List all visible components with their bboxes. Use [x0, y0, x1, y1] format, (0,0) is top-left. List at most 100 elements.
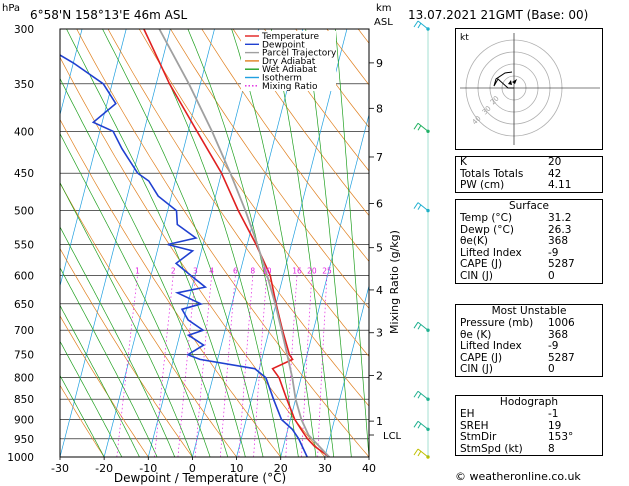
mixing-ratio-line — [285, 275, 298, 457]
wet-adiabat-line — [60, 266, 158, 457]
dry-adiabat-line — [107, 29, 369, 407]
table-row: Dewp (°C) 26.3 — [460, 223, 572, 236]
isotherm-line — [60, 29, 127, 288]
pressure-tick-label: 950 — [14, 434, 34, 446]
dry-adiabat-line — [138, 29, 369, 358]
isotherm-line — [236, 29, 348, 457]
table-row: PW (cm) 4.11 — [460, 179, 572, 192]
mixing-ratio-label: 16 — [292, 266, 302, 275]
wet-adiabat-line — [60, 340, 123, 457]
table-row: Totals Totals 42 — [460, 167, 562, 180]
wet-adiabat-line — [60, 181, 193, 457]
wind-barb — [413, 420, 430, 431]
mixing-ratio-label: 8 — [250, 266, 255, 275]
pressure-tick-label: 450 — [14, 168, 34, 180]
km-tick-label: 6 — [376, 197, 383, 210]
pressure-tick-label: 850 — [14, 394, 34, 406]
legend-label: Parcel Trajectory — [262, 49, 337, 59]
isotherm-line — [103, 29, 215, 457]
wind-barb — [413, 122, 430, 133]
pressure-tick-label: 900 — [14, 415, 34, 427]
table-row: Pressure (mb) 1006 — [460, 317, 575, 329]
mixing-ratio-label: 6 — [233, 266, 238, 275]
hodo-ring-label: 30 — [481, 104, 493, 116]
hodo-storm-marker — [512, 79, 517, 84]
credit-text: © weatheronline.co.uk — [455, 470, 581, 483]
wet-adiabat-line — [60, 374, 105, 457]
hodograph-panel: kt 20 30 40 — [455, 28, 603, 150]
wind-barb — [413, 390, 430, 401]
section-title: Hodograph — [499, 396, 559, 408]
legend-label: Isotherm — [262, 74, 302, 84]
mixing-ratio-label: 25 — [322, 266, 332, 275]
wet-adiabat-line — [270, 29, 335, 457]
table-row: θe (K) 368 — [460, 328, 569, 341]
asl-unit: ASL — [374, 17, 393, 28]
table-row: θe(K) 368 — [460, 235, 569, 248]
hodo-ring-label: 40 — [471, 114, 483, 126]
x-tick-label: 40 — [362, 462, 376, 475]
legend-label: Dewpoint — [262, 40, 305, 50]
mixing-ratio-axis-label: Mixing Ratio (g/kg) — [388, 230, 401, 334]
section-title: Most Unstable — [491, 305, 567, 317]
dry-adiabat-line — [170, 29, 369, 309]
dry-adiabat-line — [264, 29, 369, 172]
mixing-ratio-label: 4 — [209, 266, 214, 275]
table-row: EH -1 — [460, 408, 559, 420]
km-unit: km — [376, 3, 392, 14]
mixing-ratio-label: 10 — [262, 266, 272, 275]
mixing-ratio-line — [219, 275, 236, 457]
location-title: 6°58'N 158°13'E 46m ASL — [30, 8, 188, 22]
table-row: Temp (°C) 31.2 — [460, 212, 572, 224]
lcl-label: LCL — [383, 431, 402, 442]
x-tick-label: 30 — [318, 462, 332, 475]
most-unstable-table: Most Unstable Pressure (mb) 1006 θe (K) 36… — [455, 304, 603, 377]
table-row: SREH 19 — [460, 419, 562, 432]
wind-barb — [413, 448, 430, 459]
km-tick-label: 9 — [376, 57, 383, 70]
hodograph-unit: kt — [460, 33, 469, 43]
km-tick-label: 7 — [376, 151, 383, 164]
mixing-ratio-line — [317, 275, 328, 457]
datetime-title: 13.07.2021 21GMT (Base: 00) — [408, 8, 589, 22]
table-row: CIN (J) 0 — [460, 363, 555, 376]
wet-adiabat-line — [143, 29, 282, 457]
dry-adiabat-line — [60, 247, 193, 457]
dry-adiabat-line — [60, 315, 149, 457]
pressure-tick-label: 800 — [14, 373, 34, 385]
series-temperature — [143, 29, 330, 457]
wet-adiabat-line — [60, 226, 176, 457]
dry-adiabat-line — [421, 29, 455, 457]
x-tick-label: 10 — [230, 462, 244, 475]
isotherm-line — [60, 29, 83, 117]
hodo-storm-marker — [508, 80, 512, 85]
x-tick-label: 0 — [189, 462, 196, 475]
dry-adiabat-line — [60, 182, 237, 457]
pressure-tick-label: 550 — [14, 239, 34, 251]
pressure-tick-label: 500 — [14, 206, 34, 218]
pressure-tick-label: 300 — [14, 24, 34, 36]
surface-table: Surface Temp (°C) 31.2 Dewp (°C) 26.3 θe(K… — [455, 199, 603, 284]
table-row: Lifted Index -9 — [460, 246, 559, 259]
dry-adiabat-line — [60, 56, 326, 457]
table-row: CIN (J) 0 — [460, 269, 555, 282]
table-row: StmSpd (kt) 8 — [460, 442, 555, 455]
wind-barb — [413, 202, 430, 213]
isotherm-line — [192, 29, 304, 457]
mixing-ratio-line — [154, 275, 174, 457]
x-axis-label: Dewpoint / Temperature (°C) — [114, 471, 286, 485]
legend-label: Mixing Ratio — [262, 82, 318, 92]
pressure-tick-label: 650 — [14, 299, 34, 311]
dry-adiabat-line — [60, 384, 105, 457]
wind-barb — [413, 321, 430, 332]
mixing-ratio-line — [116, 275, 138, 457]
table-row: CAPE (J) 5287 — [460, 351, 575, 364]
pressure-tick-label: 750 — [14, 350, 34, 362]
pressure-tick-label: 1000 — [7, 452, 34, 464]
hpa-unit: hPa — [2, 3, 21, 14]
pressure-tick-label: 350 — [14, 79, 34, 91]
x-tick-label: 20 — [274, 462, 288, 475]
wet-adiabat-line — [60, 132, 211, 457]
km-tick-label: 3 — [376, 327, 383, 340]
dry-adiabat-line — [232, 29, 369, 217]
